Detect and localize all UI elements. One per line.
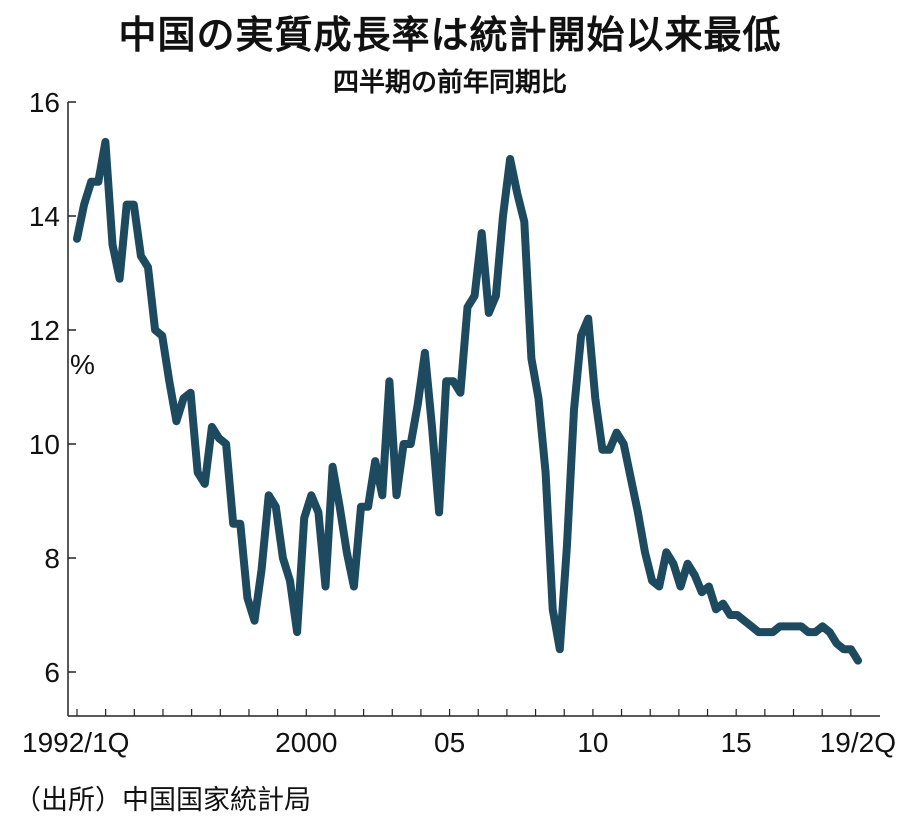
- x-tick-label: 1992/1Q: [22, 727, 129, 758]
- y-tick-label: 16: [29, 87, 60, 118]
- x-tick-label: 05: [434, 727, 465, 758]
- x-tick-label: 15: [721, 727, 752, 758]
- y-axis-unit-label: %: [70, 349, 95, 380]
- y-tick-label: 10: [29, 429, 60, 460]
- x-tick-label: 10: [577, 727, 608, 758]
- y-tick-label: 6: [44, 657, 60, 688]
- axes: [67, 102, 880, 717]
- chart-subtitle: 四半期の前年同期比: [332, 68, 567, 98]
- chart-title: 中国の実質成長率は統計開始以来最低: [118, 13, 782, 57]
- y-tick-label: 12: [29, 315, 60, 346]
- y-axis-ticks: 6 8 10 12 14 16: [29, 87, 76, 688]
- x-tick-label: 2000: [275, 727, 337, 758]
- x-tick-label: 19/2Q: [820, 727, 896, 758]
- y-tick-label: 14: [29, 201, 60, 232]
- source-note: （出所）中国国家統計局: [14, 785, 311, 816]
- x-axis-ticks: 1992/1Q 2000 05 10 15 19/2Q: [22, 709, 896, 758]
- y-tick-label: 8: [44, 543, 60, 574]
- gdp-growth-series-line: [73, 137, 862, 665]
